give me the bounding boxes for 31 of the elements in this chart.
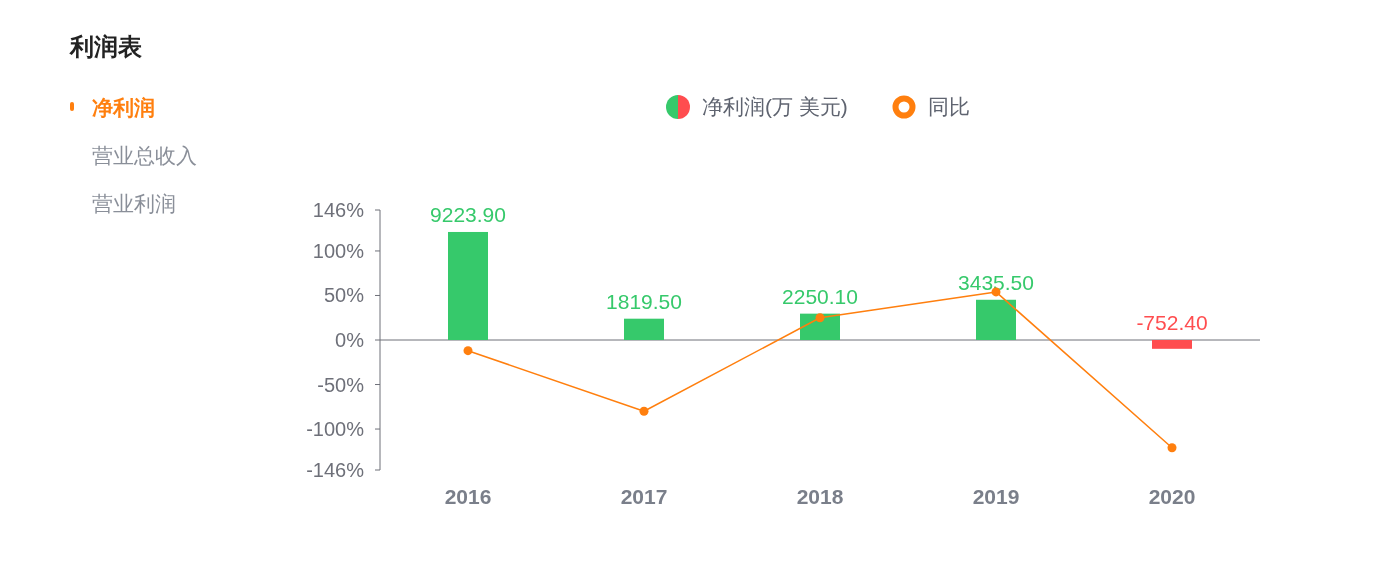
data-label: -752.40 [1136, 311, 1208, 334]
bar [624, 318, 664, 340]
y-tick-label: -146% [306, 459, 365, 481]
point [639, 406, 649, 416]
point [1167, 443, 1177, 453]
point [463, 346, 473, 356]
x-tick-label: 2019 [972, 485, 1020, 508]
x-tick-label: 2018 [796, 485, 844, 508]
bar [448, 231, 488, 340]
y-tick-label: -50% [317, 373, 365, 396]
y-tick-label: -100% [306, 418, 365, 441]
data-label: 3435.50 [958, 270, 1034, 294]
y-tick-label: 146% [312, 199, 365, 221]
text: 营业利润 [92, 192, 176, 215]
legend-label: 同比 [928, 95, 970, 118]
text: 净利润 [92, 96, 155, 119]
x-tick-label: 2016 [444, 485, 492, 508]
legend-label: 净利润(万 美元) [702, 95, 848, 118]
bar [976, 299, 1016, 340]
y-tick-label: 0% [335, 329, 365, 351]
bar [1152, 340, 1192, 349]
text: 营业总收入 [92, 144, 197, 167]
point [815, 313, 825, 323]
y-tick-label: 100% [312, 239, 365, 262]
y-tick-label: 50% [323, 284, 365, 307]
data-label: 9223.90 [430, 202, 506, 226]
x-tick-label: 2017 [620, 485, 668, 508]
x-tick-label: 2020 [1148, 485, 1196, 508]
text: 利润表 [69, 33, 142, 60]
data-label: 1819.50 [606, 289, 682, 313]
data-label: 2250.10 [782, 284, 858, 308]
